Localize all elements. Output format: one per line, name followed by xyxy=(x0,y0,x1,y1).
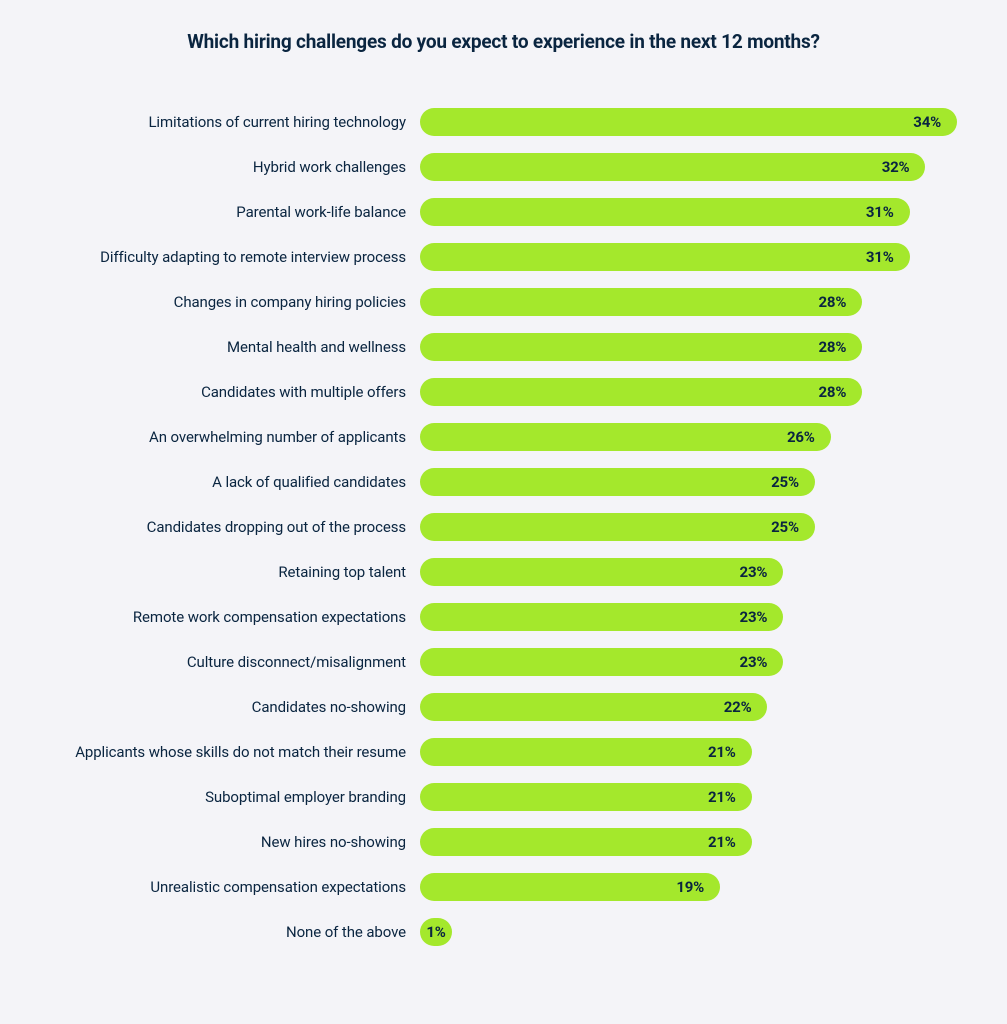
chart-row: Culture disconnect/misalignment 23% xyxy=(50,648,957,676)
bar-label: Remote work compensation expectations xyxy=(50,608,420,626)
chart-row: Changes in company hiring policies 28% xyxy=(50,288,957,316)
bar: 28% xyxy=(420,288,862,316)
chart-row: Suboptimal employer branding 21% xyxy=(50,783,957,811)
chart-row: Candidates with multiple offers 28% xyxy=(50,378,957,406)
chart-row: Applicants whose skills do not match the… xyxy=(50,738,957,766)
bar: 23% xyxy=(420,603,783,631)
chart-row: Parental work-life balance 31% xyxy=(50,198,957,226)
chart-row: Limitations of current hiring technology… xyxy=(50,108,957,136)
bar-value: 21% xyxy=(708,743,736,761)
bar-track: 21% xyxy=(420,738,957,766)
chart-row: New hires no-showing 21% xyxy=(50,828,957,856)
bar-value: 32% xyxy=(882,158,910,176)
bar-value: 25% xyxy=(771,518,799,536)
bar-label: Hybrid work challenges xyxy=(50,158,420,176)
chart-title: Which hiring challenges do you expect to… xyxy=(50,30,957,53)
bar-track: 31% xyxy=(420,198,957,226)
bar: 34% xyxy=(420,108,957,136)
bar-label: Changes in company hiring policies xyxy=(50,293,420,311)
chart-row: A lack of qualified candidates 25% xyxy=(50,468,957,496)
bar-track: 26% xyxy=(420,423,957,451)
bar: 21% xyxy=(420,738,752,766)
chart-row: Hybrid work challenges 32% xyxy=(50,153,957,181)
bar-value: 23% xyxy=(740,608,768,626)
chart-row: Mental health and wellness 28% xyxy=(50,333,957,361)
bar: 23% xyxy=(420,558,783,586)
bar-label: Candidates dropping out of the process xyxy=(50,518,420,536)
bar: 31% xyxy=(420,243,910,271)
bar-value: 34% xyxy=(913,113,941,131)
bar: 21% xyxy=(420,828,752,856)
bar-track: 22% xyxy=(420,693,957,721)
bar-value: 23% xyxy=(740,563,768,581)
bar-value: 21% xyxy=(708,788,736,806)
chart-row: Retaining top talent 23% xyxy=(50,558,957,586)
bar-track: 23% xyxy=(420,558,957,586)
chart-row: Remote work compensation expectations 23% xyxy=(50,603,957,631)
bar: 25% xyxy=(420,513,815,541)
bar-value: 28% xyxy=(819,383,847,401)
bar-label: Limitations of current hiring technology xyxy=(50,113,420,131)
bar-value: 28% xyxy=(819,338,847,356)
bar: 21% xyxy=(420,783,752,811)
bar-value: 31% xyxy=(866,248,894,266)
bar-track: 1% xyxy=(420,918,957,946)
bar-value: 19% xyxy=(676,878,704,896)
chart-rows: Limitations of current hiring technology… xyxy=(50,108,957,946)
chart-row: Difficulty adapting to remote interview … xyxy=(50,243,957,271)
bar-track: 19% xyxy=(420,873,957,901)
bar: 26% xyxy=(420,423,831,451)
chart-row: Candidates no-showing 22% xyxy=(50,693,957,721)
chart-row: Candidates dropping out of the process 25… xyxy=(50,513,957,541)
chart-row: None of the above 1% xyxy=(50,918,957,946)
chart-row: Unrealistic compensation expectations 19% xyxy=(50,873,957,901)
bar-value: 26% xyxy=(787,428,815,446)
bar-track: 28% xyxy=(420,288,957,316)
bar-track: 31% xyxy=(420,243,957,271)
bar-label: Parental work-life balance xyxy=(50,203,420,221)
bar: 28% xyxy=(420,333,862,361)
bar-label: Suboptimal employer branding xyxy=(50,788,420,806)
bar-label: Candidates with multiple offers xyxy=(50,383,420,401)
bar-value: 22% xyxy=(724,698,752,716)
bar: 22% xyxy=(420,693,767,721)
chart-row: An overwhelming number of applicants 26% xyxy=(50,423,957,451)
bar-track: 25% xyxy=(420,468,957,496)
bar-track: 28% xyxy=(420,333,957,361)
bar-track: 34% xyxy=(420,108,957,136)
bar-value: 25% xyxy=(771,473,799,491)
bar: 19% xyxy=(420,873,720,901)
bar-label: Difficulty adapting to remote interview … xyxy=(50,248,420,266)
bar-label: None of the above xyxy=(50,923,420,941)
bar-track: 23% xyxy=(420,603,957,631)
bar-track: 25% xyxy=(420,513,957,541)
bar-label: Culture disconnect/misalignment xyxy=(50,653,420,671)
bar-value: 21% xyxy=(708,833,736,851)
bar: 1% xyxy=(420,918,452,946)
bar-label: An overwhelming number of applicants xyxy=(50,428,420,446)
bar-label: Retaining top talent xyxy=(50,563,420,581)
bar-value: 28% xyxy=(819,293,847,311)
bar-track: 23% xyxy=(420,648,957,676)
hiring-challenges-chart: Which hiring challenges do you expect to… xyxy=(50,30,957,984)
bar-label: Mental health and wellness xyxy=(50,338,420,356)
bar-label: A lack of qualified candidates xyxy=(50,473,420,491)
bar-value: 1% xyxy=(426,923,445,941)
bar: 25% xyxy=(420,468,815,496)
bar: 32% xyxy=(420,153,925,181)
bar-label: Candidates no-showing xyxy=(50,698,420,716)
bar-value: 23% xyxy=(740,653,768,671)
bar-track: 28% xyxy=(420,378,957,406)
bar-label: Applicants whose skills do not match the… xyxy=(50,743,420,761)
bar-track: 32% xyxy=(420,153,957,181)
bar-track: 21% xyxy=(420,783,957,811)
bar-label: Unrealistic compensation expectations xyxy=(50,878,420,896)
bar-label: New hires no-showing xyxy=(50,833,420,851)
bar: 23% xyxy=(420,648,783,676)
bar: 31% xyxy=(420,198,910,226)
bar-track: 21% xyxy=(420,828,957,856)
bar-value: 31% xyxy=(866,203,894,221)
bar: 28% xyxy=(420,378,862,406)
